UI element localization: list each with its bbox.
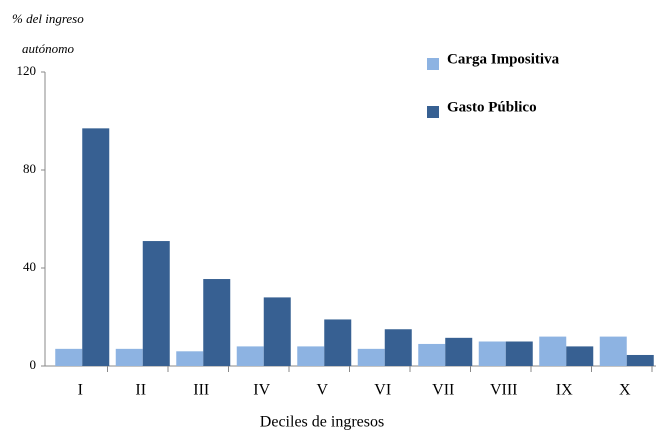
- bar: [203, 279, 231, 366]
- bar: [55, 348, 83, 366]
- y-tick-label: 120: [17, 63, 37, 78]
- bar: [236, 346, 264, 366]
- legend-label: Gasto Público: [447, 99, 537, 115]
- legend-swatch: [427, 106, 439, 118]
- bar: [418, 343, 446, 366]
- x-tick-label: VI: [374, 382, 391, 399]
- bar: [384, 329, 412, 366]
- y-tick-label: 0: [30, 357, 37, 372]
- x-tick-label: III: [193, 382, 209, 399]
- legend-label: Carga Impositiva: [447, 51, 560, 67]
- bar: [297, 346, 325, 366]
- bar: [566, 346, 594, 366]
- bar: [626, 354, 654, 366]
- bar: [115, 348, 143, 366]
- bar: [263, 297, 291, 366]
- y-axis-label: % del ingreso: [12, 11, 84, 26]
- bar: [176, 351, 204, 366]
- x-tick-label: IX: [556, 382, 573, 399]
- bar: [82, 128, 110, 366]
- bar: [324, 319, 352, 366]
- x-tick-label: V: [316, 382, 328, 399]
- x-axis-label: Deciles de ingresos: [260, 414, 384, 431]
- x-tick-label: II: [135, 382, 146, 399]
- x-tick-label: IV: [253, 382, 270, 399]
- x-tick-label: I: [78, 382, 83, 399]
- y-tick-label: 40: [23, 259, 36, 274]
- bar: [478, 341, 506, 366]
- legend-swatch: [427, 58, 439, 70]
- x-tick-label: X: [619, 382, 631, 399]
- bar: [599, 336, 627, 366]
- y-axis-label: autónomo: [22, 41, 75, 56]
- bar: [142, 241, 170, 366]
- bar: [539, 336, 567, 366]
- bar: [445, 337, 473, 366]
- bar: [357, 348, 385, 366]
- bar: [505, 341, 533, 366]
- y-tick-label: 80: [23, 161, 36, 176]
- x-tick-label: VIII: [490, 382, 518, 399]
- x-tick-label: VII: [432, 382, 454, 399]
